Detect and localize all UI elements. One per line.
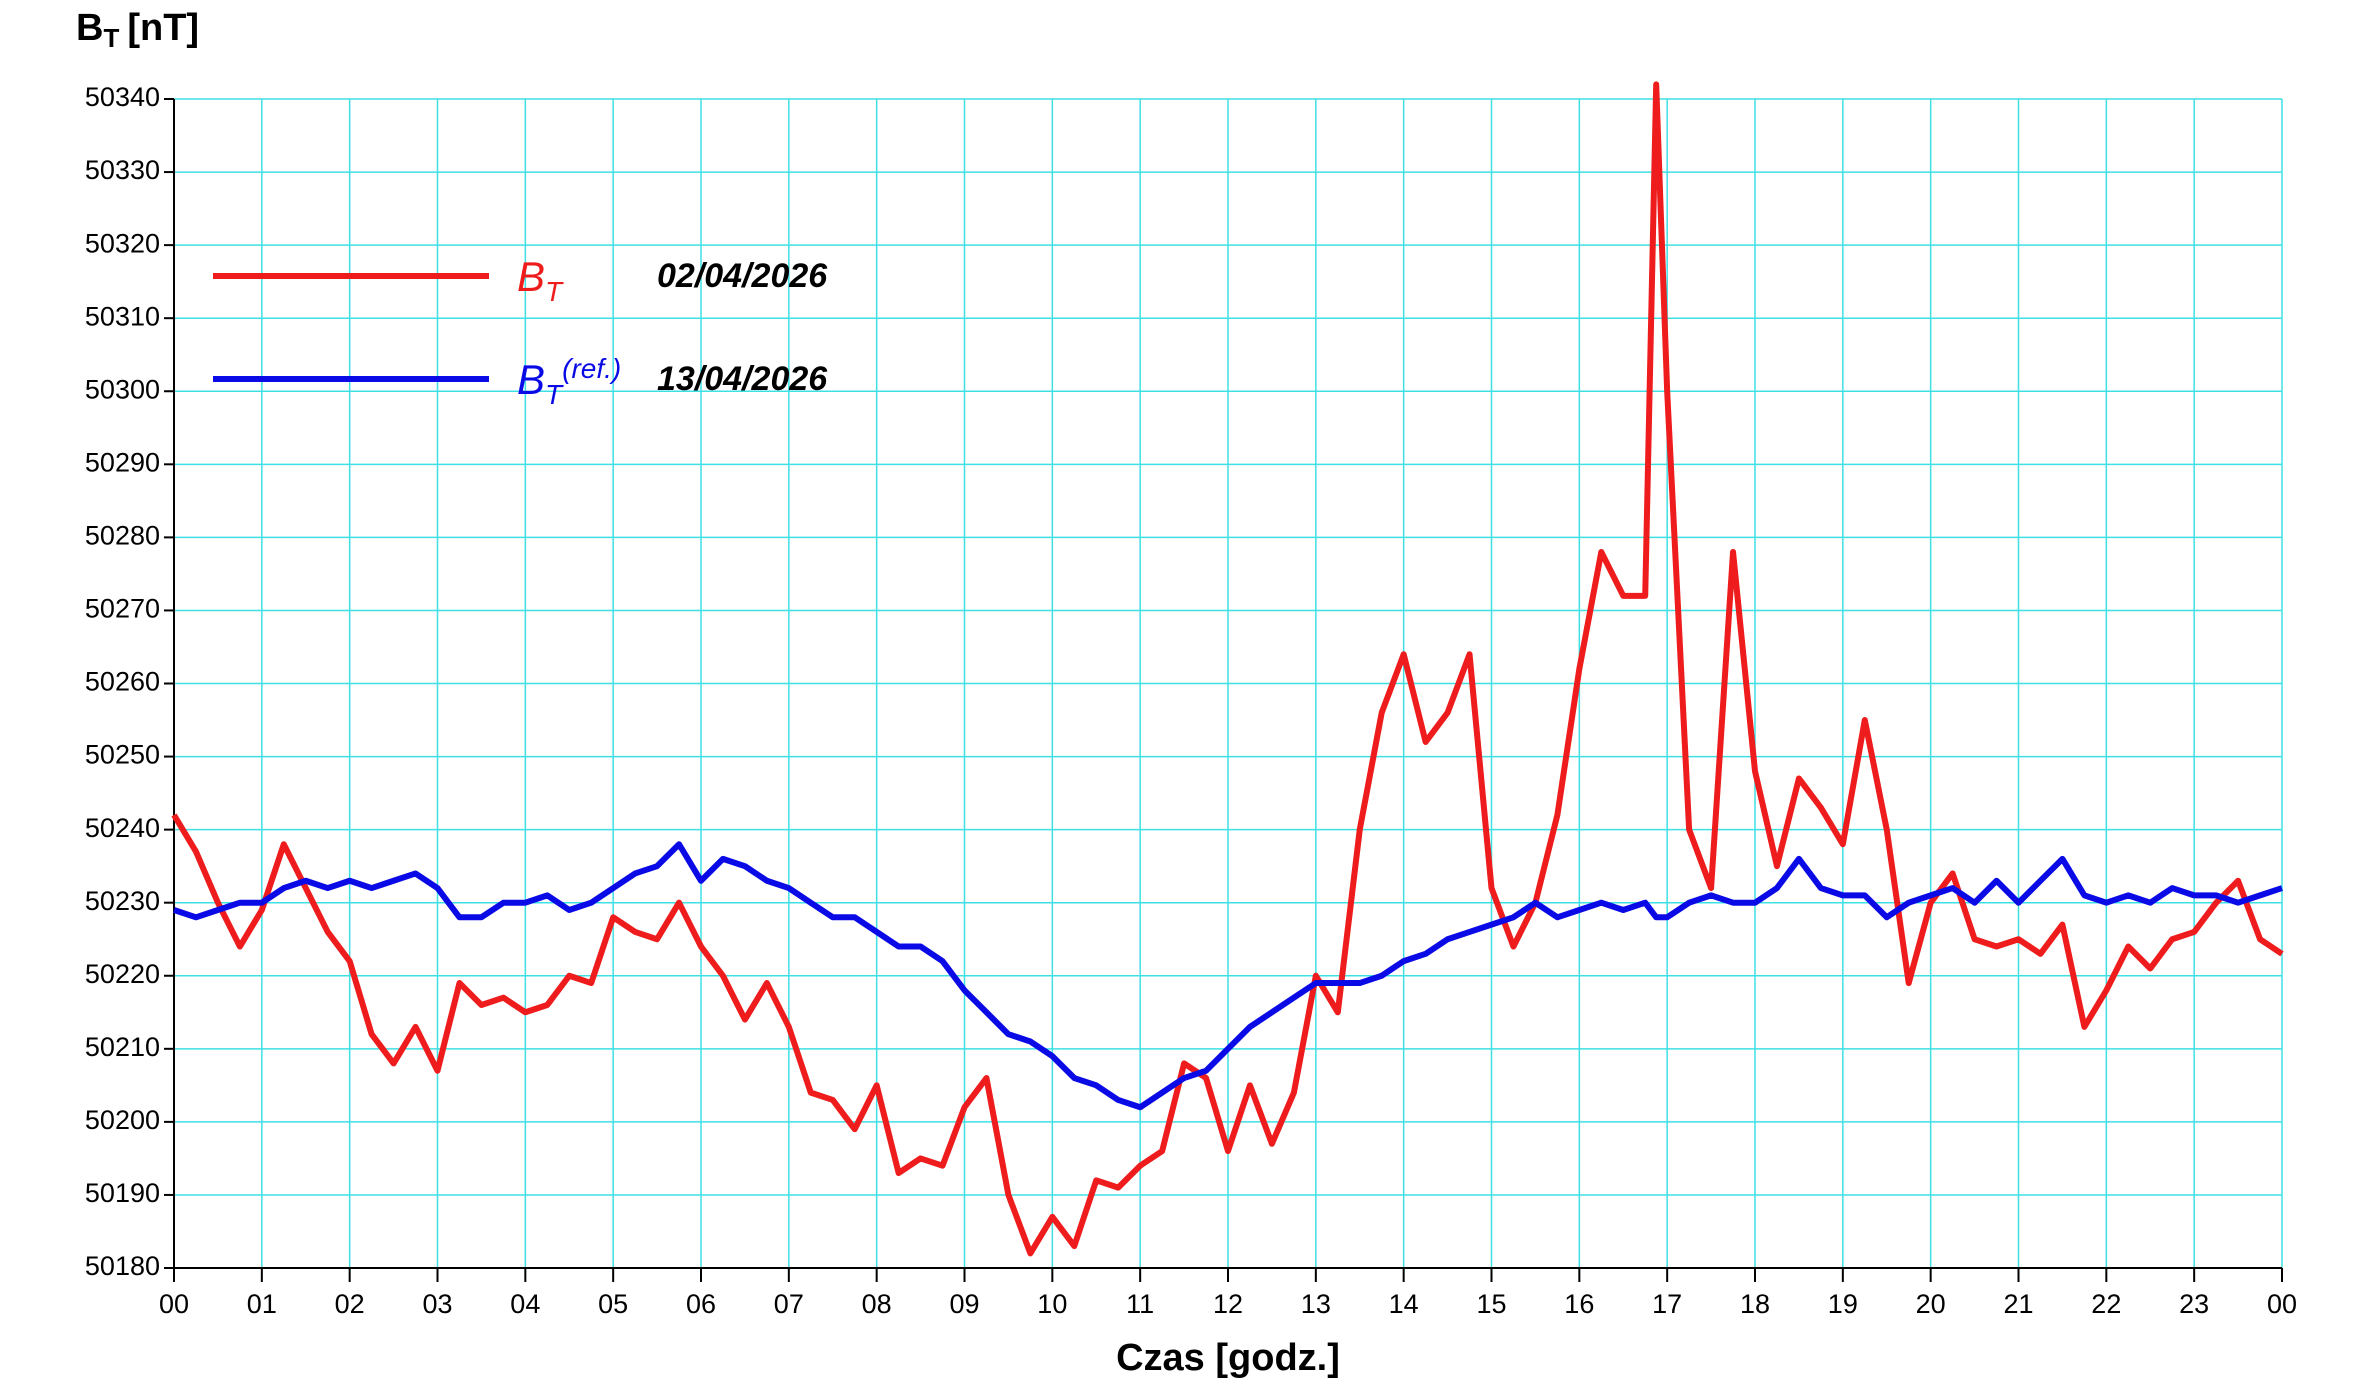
x-tick-label: 23 — [2179, 1289, 2209, 1319]
y-title-unit: [nT] — [127, 7, 199, 49]
x-tick-label: 01 — [247, 1289, 277, 1319]
x-tick-label: 21 — [2003, 1289, 2033, 1319]
y-tick-label: 50330 — [85, 155, 160, 185]
y-tick-label: 50280 — [85, 521, 160, 551]
legend-date: 13/04/2026 — [657, 360, 828, 398]
legend-name: BT(ref.) — [517, 353, 621, 410]
y-tick-label: 50190 — [85, 1178, 160, 1208]
x-tick-label: 06 — [686, 1289, 716, 1319]
x-tick-label: 08 — [862, 1289, 892, 1319]
y-title-sub: T — [103, 23, 119, 53]
data-line — [173, 841, 2283, 1111]
y-title-main: B — [76, 7, 103, 49]
legend-name-sub: T — [545, 276, 564, 307]
x-tick-label: 00 — [159, 1289, 189, 1319]
x-tick-label: 14 — [1389, 1289, 1419, 1319]
legend-name: BT — [517, 253, 564, 307]
legend-name-sub: T — [545, 379, 564, 410]
y-tick-label: 50300 — [85, 374, 160, 404]
legend-name-sup: (ref.) — [562, 353, 621, 384]
legend-name-main: B — [517, 253, 545, 300]
y-tick-label: 50180 — [85, 1251, 160, 1281]
x-tick-label: 10 — [1037, 1289, 1067, 1319]
x-tick-label: 13 — [1301, 1289, 1331, 1319]
x-tick-label: 20 — [1916, 1289, 1946, 1319]
x-tick-label: 17 — [1652, 1289, 1682, 1319]
y-tick-label: 50340 — [85, 82, 160, 112]
x-tick-label: 02 — [335, 1289, 365, 1319]
legend-name-main: B — [517, 356, 545, 403]
y-tick-label: 50310 — [85, 301, 160, 331]
x-tick-label: 07 — [774, 1289, 804, 1319]
y-tick-label: 50260 — [85, 667, 160, 697]
x-tick-label: 03 — [422, 1289, 452, 1319]
x-tick-label: 09 — [949, 1289, 979, 1319]
x-tick-label: 16 — [1564, 1289, 1594, 1319]
y-tick-label: 50270 — [85, 594, 160, 624]
y-tick-label: 50250 — [85, 740, 160, 770]
legend-date: 02/04/2026 — [657, 257, 828, 295]
y-axis-title: BT [nT] — [76, 7, 199, 53]
x-tick-label: 15 — [1476, 1289, 1506, 1319]
y-tick-label: 50230 — [85, 886, 160, 916]
x-tick-label: 04 — [510, 1289, 540, 1319]
data-line — [171, 81, 2284, 1257]
x-tick-label: 19 — [1828, 1289, 1858, 1319]
x-tick-label: 00 — [2267, 1289, 2297, 1319]
y-tick-label: 50320 — [85, 228, 160, 258]
y-tick-label: 50210 — [85, 1032, 160, 1062]
x-tick-label: 22 — [2091, 1289, 2121, 1319]
y-tick-label: 50200 — [85, 1105, 160, 1135]
x-axis-title: Czas [godz.] — [1116, 1337, 1340, 1379]
x-tick-label: 18 — [1740, 1289, 1770, 1319]
y-tick-label: 50240 — [85, 813, 160, 843]
x-tick-label: 05 — [598, 1289, 628, 1319]
y-tick-label: 50290 — [85, 447, 160, 477]
y-tick-label: 50220 — [85, 959, 160, 989]
x-tick-label: 12 — [1213, 1289, 1243, 1319]
x-tick-label: 11 — [1126, 1289, 1154, 1319]
